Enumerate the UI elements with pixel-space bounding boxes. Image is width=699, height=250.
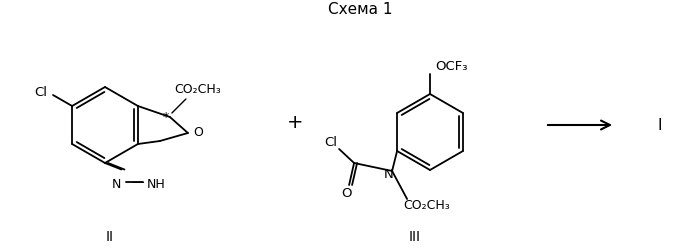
Text: +: + [287, 113, 303, 132]
Text: NH: NH [147, 177, 166, 190]
Text: Cl: Cl [34, 86, 47, 99]
Text: N: N [384, 168, 394, 181]
Text: Cl: Cl [324, 135, 338, 148]
Text: O: O [193, 125, 203, 138]
Text: II: II [106, 229, 114, 243]
Text: CO₂CH₃: CO₂CH₃ [404, 199, 450, 212]
Text: I: I [658, 118, 662, 133]
Text: O: O [341, 187, 352, 200]
Text: CO₂CH₃: CO₂CH₃ [175, 83, 222, 96]
Text: N: N [112, 177, 121, 190]
Text: *: * [163, 110, 169, 123]
Text: —: — [131, 175, 144, 188]
Text: OCF₃: OCF₃ [435, 59, 468, 72]
Text: Схема 1: Схема 1 [328, 2, 392, 16]
Text: III: III [409, 229, 421, 243]
